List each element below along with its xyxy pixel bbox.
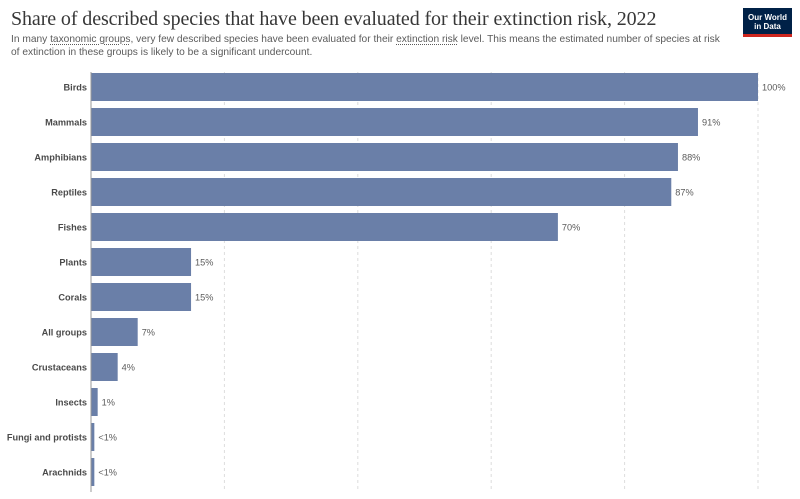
bar[interactable] xyxy=(91,73,758,101)
value-label: 7% xyxy=(142,328,155,338)
bar[interactable] xyxy=(91,143,678,171)
category-label: Plants xyxy=(59,258,87,268)
bar[interactable] xyxy=(91,458,95,486)
value-label: 15% xyxy=(195,258,213,268)
category-label: Insects xyxy=(55,398,87,408)
bar[interactable] xyxy=(91,318,138,346)
category-label: Fishes xyxy=(58,223,87,233)
value-label: <1% xyxy=(98,433,117,443)
category-label: Reptiles xyxy=(51,188,87,198)
chart-subtitle: In many taxonomic groups, very few descr… xyxy=(11,34,731,59)
value-label: 70% xyxy=(562,223,580,233)
category-label: Corals xyxy=(58,293,87,303)
value-label: 88% xyxy=(682,153,700,163)
bar[interactable] xyxy=(91,423,95,451)
bar[interactable] xyxy=(91,178,672,206)
category-label: All groups xyxy=(42,328,87,338)
category-label: Arachnids xyxy=(42,468,87,478)
value-label: 15% xyxy=(195,293,213,303)
subtitle-text: In many xyxy=(11,34,51,45)
bar[interactable] xyxy=(91,108,698,136)
value-label: 87% xyxy=(675,188,693,198)
logo-line-2: in Data xyxy=(754,22,781,31)
category-label: Fungi and protists xyxy=(7,433,87,443)
bar[interactable] xyxy=(91,283,192,311)
bar[interactable] xyxy=(91,388,98,416)
taxonomic-groups-link[interactable]: taxonomic groups xyxy=(50,34,131,45)
logo-line-1: Our World xyxy=(748,13,787,22)
value-label: 100% xyxy=(762,83,786,93)
category-label: Amphibians xyxy=(34,153,87,163)
value-label: <1% xyxy=(98,468,117,478)
value-label: 4% xyxy=(122,363,135,373)
subtitle-text: level. This means the estimated number o… xyxy=(11,34,720,58)
bar[interactable] xyxy=(91,248,192,276)
value-label: 91% xyxy=(702,118,720,128)
category-label: Crustaceans xyxy=(32,363,87,373)
chart-title: Share of described species that have bee… xyxy=(11,8,657,30)
logo-accent-bar xyxy=(743,34,792,37)
category-label: Mammals xyxy=(45,118,87,128)
category-label: Birds xyxy=(64,83,88,93)
extinction-risk-link[interactable]: extinction risk xyxy=(396,34,458,45)
bar[interactable] xyxy=(91,213,558,241)
value-label: 1% xyxy=(102,398,115,408)
owid-logo[interactable]: Our World in Data xyxy=(743,8,792,37)
bar[interactable] xyxy=(91,353,118,381)
subtitle-text: , very few described species have been e… xyxy=(130,34,397,45)
